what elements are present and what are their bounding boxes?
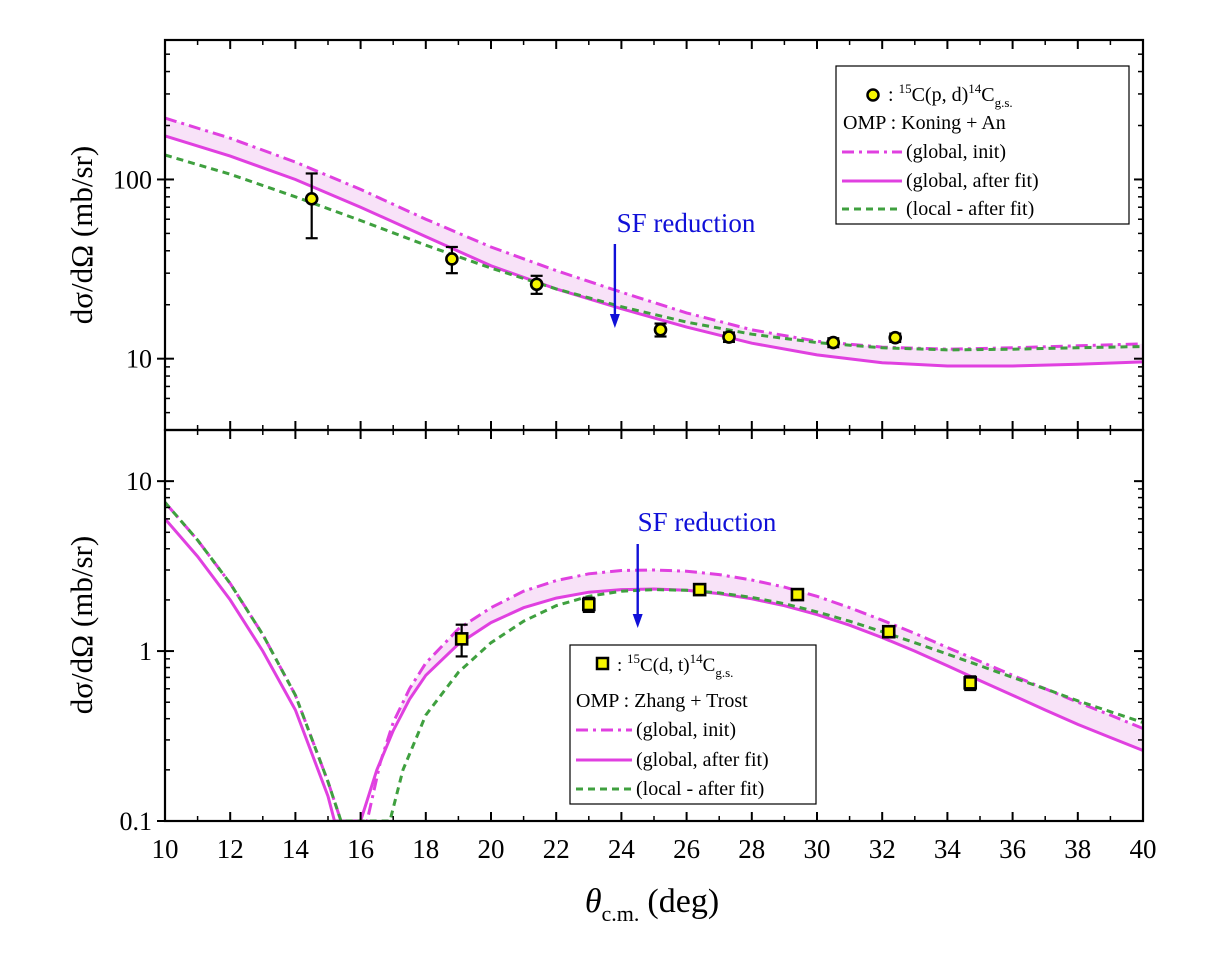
top-data-point	[445, 252, 459, 266]
top-annotation: SF reduction	[617, 208, 756, 238]
x-tick-label: 18	[412, 834, 439, 864]
top-legend-marker	[866, 88, 880, 102]
x-tick-label: 32	[869, 834, 896, 864]
x-tick-label: 24	[608, 834, 636, 864]
x-tick-label: 26	[673, 834, 700, 864]
bottom-data-point	[963, 676, 978, 690]
top-legend-entry-fit: (global, after fit)	[906, 170, 1039, 192]
top-legend-sub: g.s.	[995, 95, 1013, 110]
bottom-y-label-unit: (mb/sr)	[64, 536, 99, 627]
top-legend-box	[835, 65, 1130, 225]
x-tick-label: 30	[804, 834, 831, 864]
bottom-arrow-head	[632, 614, 643, 628]
bottom-data-point	[454, 632, 469, 646]
bottom-data-point	[881, 624, 896, 639]
top-curve-2	[165, 153, 1143, 352]
top-y-axis-label: dσ/dΩ (mb/sr)	[64, 146, 99, 324]
bottom-y-tick-label: 1	[139, 637, 152, 666]
top-data-point	[304, 191, 319, 206]
x-tick-label: 28	[738, 834, 765, 864]
top-legend-pre: :	[888, 84, 899, 106]
top-data-point	[722, 330, 736, 344]
x-tick-label: 40	[1130, 834, 1157, 864]
x-tick-label: 10	[152, 834, 179, 864]
bottom-legend-marker	[595, 656, 610, 671]
bottom-legend-box	[569, 644, 817, 805]
bottom-legend-sup2: 14	[690, 651, 704, 666]
bottom-y-axis-label: dσ/dΩ (mb/sr)	[64, 536, 99, 714]
top-y-tick-label: 10	[126, 345, 152, 374]
bottom-y-tick-label: 10	[126, 467, 152, 496]
bottom-legend-pre: :	[617, 655, 627, 676]
top-y-label-prefix: dσ/dΩ	[64, 245, 99, 324]
top-y-tick-label: 100	[113, 165, 152, 194]
bottom-curve-1	[165, 517, 1143, 821]
bottom-data-point	[581, 597, 596, 612]
top-legend-sup2: 14	[968, 81, 982, 96]
bottom-data-point	[692, 582, 707, 597]
top-legend-reaction: C(p, d)	[912, 84, 969, 106]
bottom-data-point	[790, 587, 805, 602]
bottom-legend-sup1: 15	[627, 651, 640, 666]
x-tick-labels: 10 12 14 16 18 20 22 24 26 28 30 32 34 36 38 40	[152, 834, 1157, 864]
bottom-legend-entry-init: (global, init)	[636, 719, 736, 741]
x-tick-label: 16	[347, 834, 374, 864]
top-curve-1	[165, 134, 1143, 368]
bottom-legend-reaction: C(d, t)	[640, 655, 690, 676]
bottom-legend-sub: g.s.	[715, 665, 733, 680]
top-data-point	[653, 322, 668, 337]
x-tick-label: 14	[282, 834, 310, 864]
top-data-point	[888, 330, 903, 345]
top-legend-entry-init: (global, init)	[906, 141, 1006, 163]
bottom-legend-entry-local: (local - after fit)	[636, 778, 764, 800]
bottom-legend: : 15C(d, t)14Cg.s. OMP : Zhang + Trost (…	[569, 644, 817, 805]
top-panel: 10 100 dσ/dΩ (mb/sr) SF reduction : 15C(p…	[64, 38, 1145, 432]
bottom-legend-element: C	[703, 655, 716, 676]
top-y-label-unit: (mb/sr)	[64, 146, 99, 237]
x-tick-label: 20	[478, 834, 505, 864]
bottom-legend-entry-fit: (global, after fit)	[636, 749, 769, 771]
top-legend-data-label: : 15C(p, d)14Cg.s.	[888, 81, 1013, 110]
x-tick-label: 36	[999, 834, 1026, 864]
top-data-point	[826, 335, 841, 350]
top-legend-element: C	[981, 84, 994, 106]
top-arrow-head	[609, 314, 620, 328]
bottom-annotation: SF reduction	[638, 507, 777, 537]
x-tick-label: 12	[217, 834, 244, 864]
bottom-legend-omp: OMP : Zhang + Trost	[576, 690, 748, 712]
bottom-y-label-prefix: dσ/dΩ	[64, 635, 99, 714]
x-tick-label: 38	[1064, 834, 1091, 864]
x-label-theta: θ	[585, 883, 602, 920]
x-label-unit: (deg)	[647, 883, 719, 920]
top-legend-entry-local: (local - after fit)	[906, 198, 1034, 220]
x-tick-label: 34	[934, 834, 962, 864]
top-legend-sup1: 15	[899, 81, 912, 96]
bottom-curve-0	[165, 501, 1143, 821]
top-legend-omp: OMP : Koning + An	[843, 112, 1006, 134]
top-data-point	[529, 277, 544, 292]
x-axis-label: θc.m. (deg)	[585, 883, 719, 926]
bottom-y-tick-label: 0.1	[120, 807, 153, 836]
x-tick-label: 22	[543, 834, 570, 864]
bottom-legend-data-label: : 15C(d, t)14Cg.s.	[617, 651, 733, 680]
x-label-sub: c.m.	[602, 901, 640, 926]
top-legend: : 15C(p, d)14Cg.s. OMP : Koning + An (gl…	[835, 65, 1130, 225]
